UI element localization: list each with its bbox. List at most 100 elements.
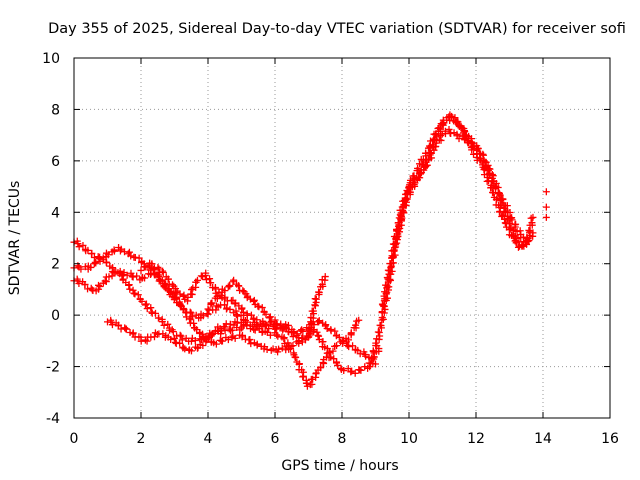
data-point <box>293 330 301 338</box>
data-point <box>161 282 169 290</box>
data-point <box>74 240 82 248</box>
data-point <box>295 337 303 345</box>
data-point <box>143 305 151 313</box>
data-point <box>476 149 484 157</box>
y-tick-label: -4 <box>46 411 60 427</box>
data-point <box>84 246 92 254</box>
data-point <box>141 301 149 309</box>
data-point <box>233 319 241 327</box>
data-point <box>250 296 258 304</box>
data-point <box>277 320 285 328</box>
data-point <box>147 304 155 312</box>
data-point <box>372 339 380 347</box>
data-point <box>179 343 187 351</box>
data-point <box>280 335 288 343</box>
data-point <box>333 342 341 350</box>
data-point <box>432 139 440 147</box>
series-track-5 <box>137 259 383 377</box>
data-point <box>266 331 274 339</box>
data-point <box>187 337 195 345</box>
data-point <box>253 316 261 324</box>
data-point <box>406 188 414 196</box>
x-tick-label: 10 <box>400 431 418 447</box>
axis-ticks: 0 2 4 6 8 10 12 14 16 -4 -2 0 2 4 6 8 10 <box>42 51 619 447</box>
data-point <box>448 112 456 120</box>
data-point <box>513 227 521 235</box>
data-point <box>147 270 155 278</box>
data-point <box>168 281 176 289</box>
data-point <box>164 320 172 328</box>
data-point <box>390 247 398 255</box>
data-point <box>266 313 274 321</box>
data-point <box>479 150 487 158</box>
data-point <box>95 281 103 289</box>
data-point <box>322 321 330 329</box>
data-point <box>166 288 174 296</box>
data-point <box>243 322 251 330</box>
data-point <box>251 326 259 334</box>
data-point <box>180 291 188 299</box>
data-point <box>159 268 167 276</box>
data-point <box>127 252 135 260</box>
data-point <box>148 260 156 268</box>
data-point <box>77 265 85 273</box>
data-point <box>302 379 310 387</box>
data-point <box>262 310 270 318</box>
data-point <box>141 274 149 282</box>
data-point <box>542 203 550 211</box>
data-point <box>221 323 229 331</box>
data-point <box>386 260 394 268</box>
data-point <box>511 223 519 231</box>
data-point <box>96 253 104 261</box>
series-track-3 <box>70 266 329 356</box>
data-point <box>383 281 391 289</box>
data-point <box>372 360 379 368</box>
data-point <box>226 305 234 313</box>
data-point <box>75 280 83 288</box>
data-point <box>329 347 337 355</box>
data-point <box>247 340 255 348</box>
y-tick-label: 6 <box>51 154 60 170</box>
data-point <box>499 211 507 219</box>
data-point <box>339 337 347 345</box>
data-point <box>160 283 168 291</box>
data-point <box>430 146 438 154</box>
data-point <box>129 273 137 281</box>
data-point <box>125 248 133 256</box>
data-point <box>206 279 214 287</box>
data-point <box>129 286 137 294</box>
data-point <box>262 321 270 329</box>
data-point <box>202 276 210 284</box>
data-point <box>454 118 462 126</box>
data-point <box>376 321 384 329</box>
data-point <box>238 331 246 339</box>
data-point <box>131 290 139 298</box>
data-point <box>177 332 185 340</box>
data-point <box>232 311 240 319</box>
y-axis-label: SDTVAR / TECUs <box>7 181 23 296</box>
data-point <box>160 321 168 329</box>
data-point <box>368 354 376 362</box>
data-point <box>167 335 175 343</box>
x-tick-label: 12 <box>467 431 485 447</box>
data-point <box>525 226 533 234</box>
data-point <box>190 319 198 327</box>
data-point <box>445 125 453 133</box>
data-point <box>513 238 521 246</box>
data-point <box>317 364 325 372</box>
data-point <box>224 336 232 344</box>
data-point <box>306 331 314 339</box>
data-point <box>299 372 307 380</box>
y-tick-label: 8 <box>51 102 60 118</box>
data-point <box>542 213 550 221</box>
data-point <box>529 213 537 221</box>
data-point <box>238 304 246 312</box>
data-point <box>164 275 172 283</box>
data-point <box>523 234 531 242</box>
data-point <box>203 336 211 344</box>
data-point <box>436 125 444 133</box>
data-point <box>81 280 89 288</box>
data-point <box>233 312 241 320</box>
data-point <box>431 143 439 151</box>
data-point <box>226 320 234 328</box>
